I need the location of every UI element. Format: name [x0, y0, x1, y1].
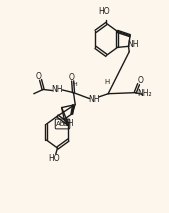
Text: O: O [68, 73, 74, 82]
Text: HO: HO [98, 7, 110, 16]
Text: NH₂: NH₂ [137, 89, 152, 98]
Text: NH: NH [127, 40, 138, 49]
Text: HO: HO [48, 154, 60, 163]
Text: O: O [138, 76, 144, 85]
Text: H: H [73, 82, 78, 87]
Text: O: O [36, 72, 42, 81]
Text: Abs: Abs [56, 121, 69, 127]
Text: NH: NH [63, 119, 74, 128]
Text: NH: NH [88, 95, 100, 104]
Text: NH: NH [52, 85, 63, 94]
FancyBboxPatch shape [55, 119, 70, 129]
Text: H: H [105, 79, 110, 85]
